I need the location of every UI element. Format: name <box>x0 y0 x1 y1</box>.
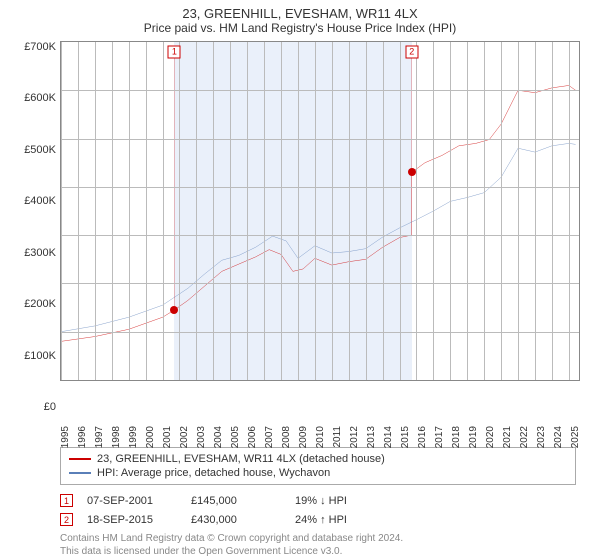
x-axis-label: 2015 <box>400 426 411 448</box>
legend-swatch <box>69 472 91 474</box>
event-table: 1 07-SEP-2001 £145,000 19% ↓ HPI 2 18-SEP-201… <box>60 491 576 529</box>
chart-title: 23, GREENHILL, EVESHAM, WR11 4LX <box>0 0 600 21</box>
footnote-line: This data is licensed under the Open Gov… <box>60 546 576 559</box>
x-axis-label: 2010 <box>315 426 326 448</box>
x-axis-label: 2023 <box>536 426 547 448</box>
x-axis-label: 2022 <box>519 426 530 448</box>
legend-label: HPI: Average price, detached house, Wych… <box>97 467 330 479</box>
event-price: £430,000 <box>191 514 281 526</box>
chart-subtitle: Price paid vs. HM Land Registry's House … <box>0 21 600 41</box>
event-date: 07-SEP-2001 <box>87 495 177 507</box>
legend-swatch <box>69 458 91 460</box>
event-row: 1 07-SEP-2001 £145,000 19% ↓ HPI <box>60 491 576 510</box>
legend-item: HPI: Average price, detached house, Wych… <box>69 466 567 480</box>
x-axis-label: 2020 <box>485 426 496 448</box>
x-axis-label: 2018 <box>451 426 462 448</box>
x-axis-label: 2001 <box>162 426 173 448</box>
x-axis-label: 2007 <box>264 426 275 448</box>
x-axis-label: 2025 <box>570 426 581 448</box>
x-axis-label: 1998 <box>111 426 122 448</box>
event-price: £145,000 <box>191 495 281 507</box>
x-axis-label: 2000 <box>145 426 156 448</box>
event-marker-dot <box>408 168 416 176</box>
x-axis-label: 1999 <box>128 426 139 448</box>
x-axis-label: 1997 <box>94 426 105 448</box>
x-axis-label: 2024 <box>553 426 564 448</box>
x-axis-label: 2006 <box>247 426 258 448</box>
event-delta: 19% ↓ HPI <box>295 495 385 507</box>
x-axis-label: 2014 <box>383 426 394 448</box>
event-marker-icon: 1 <box>60 494 73 507</box>
footnote-line: Contains HM Land Registry data © Crown c… <box>60 533 576 546</box>
x-axis-label: 2011 <box>332 426 343 448</box>
x-axis-label: 2017 <box>434 426 445 448</box>
legend-label: 23, GREENHILL, EVESHAM, WR11 4LX (detach… <box>97 453 385 465</box>
series-line <box>61 143 576 331</box>
x-axis-label: 2005 <box>230 426 241 448</box>
x-axis-label: 1995 <box>60 426 71 448</box>
x-axis-label: 2008 <box>281 426 292 448</box>
x-axis-label: 2003 <box>196 426 207 448</box>
x-axis-label: 2002 <box>179 426 190 448</box>
event-row: 2 18-SEP-2015 £430,000 24% ↑ HPI <box>60 510 576 529</box>
event-marker-box: 1 <box>168 45 181 58</box>
event-marker-dot <box>170 306 178 314</box>
x-axis-label: 2016 <box>417 426 428 448</box>
chart-area: £700K£600K£500K£400K£300K£200K£100K£0 12… <box>10 41 590 401</box>
legend: 23, GREENHILL, EVESHAM, WR11 4LX (detach… <box>60 447 576 485</box>
event-delta: 24% ↑ HPI <box>295 514 385 526</box>
event-marker-icon: 2 <box>60 513 73 526</box>
x-axis-label: 2019 <box>468 426 479 448</box>
x-axis-label: 1996 <box>77 426 88 448</box>
x-axis-label: 2021 <box>502 426 513 448</box>
x-axis-label: 2004 <box>213 426 224 448</box>
x-axis-label: 2012 <box>349 426 360 448</box>
legend-item: 23, GREENHILL, EVESHAM, WR11 4LX (detach… <box>69 452 567 466</box>
x-axis-label: 2009 <box>298 426 309 448</box>
event-marker-box: 2 <box>405 45 418 58</box>
x-axis-label: 2013 <box>366 426 377 448</box>
series-line <box>61 85 576 341</box>
footnote: Contains HM Land Registry data © Crown c… <box>60 533 576 558</box>
event-date: 18-SEP-2015 <box>87 514 177 526</box>
